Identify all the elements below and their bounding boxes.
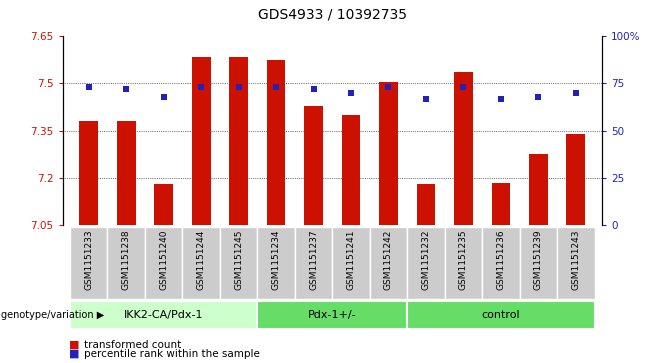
Point [84,84,94,90]
Point [159,94,169,99]
Text: ■: ■ [69,340,80,350]
Bar [155,184,173,225]
Bar [332,227,370,299]
Text: percentile rank within the sample: percentile rank within the sample [84,349,259,359]
Bar [407,301,595,329]
Text: GSM1151232: GSM1151232 [422,230,430,290]
Text: GSM1151233: GSM1151233 [84,230,93,290]
Point [121,86,132,92]
Bar [529,154,547,225]
Text: GSM1151236: GSM1151236 [496,230,505,290]
Bar [417,184,436,225]
Text: GSM1151237: GSM1151237 [309,230,318,290]
Bar [117,121,136,225]
Point [383,84,393,90]
Point [495,96,506,102]
Bar [80,121,98,225]
Bar [70,227,107,299]
Bar [557,227,595,299]
Bar [229,57,248,225]
Bar [257,227,295,299]
Text: ■: ■ [69,349,80,359]
Text: GSM1151241: GSM1151241 [347,230,355,290]
Bar [182,227,220,299]
Bar [342,115,361,225]
Text: GSM1151239: GSM1151239 [534,230,543,290]
Bar [70,301,257,329]
Text: transformed count: transformed count [84,340,181,350]
Text: GSM1151235: GSM1151235 [459,230,468,290]
Bar [445,227,482,299]
Bar [145,227,182,299]
Text: GSM1151242: GSM1151242 [384,230,393,290]
Text: GSM1151240: GSM1151240 [159,230,168,290]
Text: GSM1151243: GSM1151243 [571,230,580,290]
Text: GSM1151245: GSM1151245 [234,230,243,290]
Point [533,94,544,99]
Point [458,84,468,90]
Bar [191,57,211,225]
Text: GSM1151234: GSM1151234 [272,230,280,290]
Point [570,90,581,96]
Bar [107,227,145,299]
Bar [295,227,332,299]
Text: GSM1151238: GSM1151238 [122,230,131,290]
Bar [520,227,557,299]
Bar [257,301,407,329]
Bar [492,183,510,225]
Bar [220,227,257,299]
Text: control: control [482,310,520,320]
Point [234,84,244,90]
Bar [454,73,473,225]
Bar [407,227,445,299]
Point [420,96,431,102]
Text: genotype/variation ▶: genotype/variation ▶ [1,310,104,320]
Bar [370,227,407,299]
Point [196,84,207,90]
Point [345,90,356,96]
Bar [266,60,286,225]
Point [271,84,282,90]
Text: GDS4933 / 10392735: GDS4933 / 10392735 [258,8,407,22]
Text: IKK2-CA/Pdx-1: IKK2-CA/Pdx-1 [124,310,203,320]
Bar [304,106,323,225]
Text: Pdx-1+/-: Pdx-1+/- [308,310,357,320]
Point [309,86,319,92]
Bar [379,82,398,225]
Bar [567,134,585,225]
Bar [482,227,520,299]
Text: GSM1151244: GSM1151244 [197,230,206,290]
